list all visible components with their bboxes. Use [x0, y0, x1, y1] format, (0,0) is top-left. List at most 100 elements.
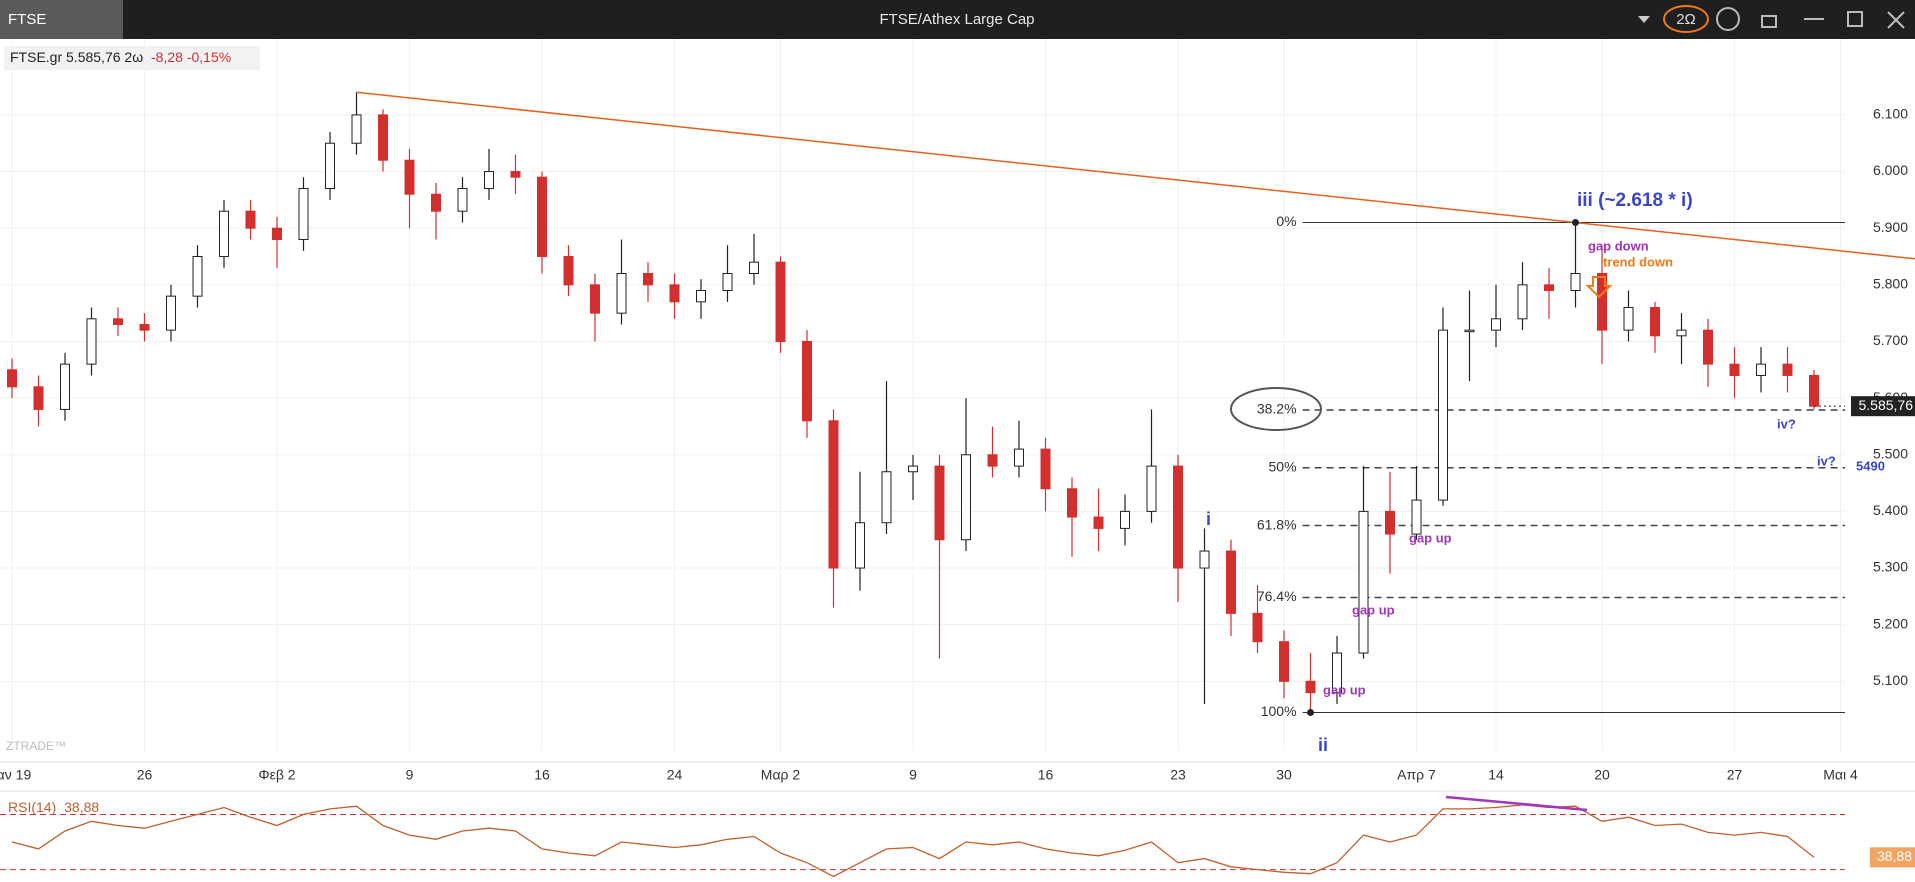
annotation: gap down: [1588, 238, 1649, 253]
x-tick-label: Ιαν 19: [0, 767, 31, 783]
quote-icon[interactable]: [1716, 7, 1740, 31]
tab-label[interactable]: FTSE: [8, 11, 46, 28]
candle-body: [881, 471, 892, 524]
candle-body: [1040, 448, 1051, 490]
candle-body: [457, 188, 468, 212]
candle-body: [351, 114, 362, 144]
x-tick-label: 24: [667, 767, 683, 783]
last-price-badge: [1851, 396, 1915, 417]
x-tick-label: Απρ 7: [1397, 767, 1436, 783]
candle-body: [1756, 363, 1766, 376]
candle-body: [325, 142, 335, 190]
candle-body: [1120, 510, 1130, 529]
x-tick-label: 16: [534, 767, 550, 783]
rsi-line: [11, 804, 1815, 878]
x-tick-label: 23: [1170, 767, 1186, 783]
wave-label: iii (~2.618 * i): [1577, 190, 1693, 211]
x-tick-label: 9: [909, 767, 917, 783]
y-tick-label: 6.100: [1873, 106, 1908, 122]
candle-body: [298, 188, 309, 241]
fib-label: 38.2%: [1257, 401, 1297, 417]
candle-body: [192, 256, 203, 297]
restore-icon[interactable]: [1847, 11, 1863, 27]
legend-symbol: FTSE.gr 5.585,76 2ω -8,28 -0,15%: [10, 49, 231, 65]
candle-body: [1782, 363, 1793, 376]
y-tick-label: 6.000: [1873, 162, 1908, 178]
rsi-label: RSI(14) 38,88: [8, 799, 99, 815]
y-tick-label: 5.900: [1873, 219, 1908, 235]
wave-label: iv?: [1817, 453, 1836, 468]
fib-label: 61.8%: [1257, 516, 1297, 532]
candle-body: [1464, 329, 1475, 333]
candle-body: [1199, 550, 1210, 569]
target-label: 5490: [1856, 458, 1885, 473]
candle-body: [1093, 516, 1104, 529]
candle-body: [537, 176, 547, 258]
arrow: [1585, 276, 1613, 299]
y-tick-label: 5.800: [1873, 276, 1908, 292]
candle-body: [669, 284, 680, 303]
divergence-line: [1445, 795, 1588, 812]
candle-body: [1305, 680, 1316, 694]
candle-body: [987, 454, 998, 467]
watermark: ZTRADE™: [6, 739, 66, 753]
rsi-value: 38,88: [64, 799, 99, 815]
pivot-dot: [1307, 708, 1314, 716]
tab[interactable]: [0, 0, 123, 39]
x-tick-label: Φεβ 2: [258, 767, 295, 783]
y-tick-label: 5.700: [1873, 332, 1908, 348]
candle-body: [1544, 284, 1554, 291]
close-icon[interactable]: [1887, 11, 1905, 29]
legend: [4, 46, 260, 70]
x-tick-label: Μαρ 2: [761, 767, 801, 783]
candle-body: [1252, 612, 1263, 643]
lock-icon[interactable]: [1761, 15, 1777, 28]
candle-body: [431, 193, 441, 212]
candle-body: [1411, 499, 1422, 535]
candle-body: [1570, 273, 1581, 291]
x-tick-label: 27: [1727, 767, 1743, 783]
trendline: [356, 91, 1915, 260]
candle-body: [696, 289, 706, 303]
candle-body: [563, 256, 574, 286]
candle-body: [60, 363, 70, 410]
candle-body: [1358, 510, 1369, 654]
candle-body: [166, 295, 176, 331]
candle-body: [404, 159, 415, 195]
x-tick-label: 14: [1488, 767, 1504, 783]
pivot-dot: [1572, 219, 1579, 227]
candle-body: [1173, 465, 1183, 569]
x-tick-label: 16: [1038, 767, 1054, 783]
candle-body: [961, 454, 971, 541]
legend-last: 5.585,76: [66, 49, 121, 65]
fib-label: 50%: [1269, 458, 1297, 474]
last-price-label: 5.585,76: [1859, 397, 1914, 413]
candle-body: [802, 340, 812, 422]
legend-change: -8,28 -0,15%: [151, 49, 231, 65]
x-tick-label: 30: [1276, 767, 1292, 783]
x-tick-label: Μαι 4: [1823, 767, 1858, 783]
x-tick-label: 9: [406, 767, 414, 783]
candle-body: [1676, 329, 1687, 337]
candle-body: [378, 114, 388, 161]
candle-body: [139, 323, 150, 331]
candle-body: [1332, 652, 1342, 694]
chart-title: FTSE/Athex Large Cap: [879, 11, 1034, 28]
candle-body: [1517, 284, 1528, 320]
y-tick-label: 5.500: [1873, 445, 1908, 461]
candle-body: [510, 171, 521, 178]
candle-body: [484, 171, 494, 190]
candle-body: [1623, 306, 1634, 331]
legend-interval: 2ω: [124, 49, 143, 65]
badge[interactable]: 2Ω: [1676, 11, 1696, 28]
fib-label: 76.4%: [1257, 588, 1297, 604]
candle-body: [616, 273, 627, 314]
candle-body: [219, 210, 229, 258]
x-tick-label: 26: [137, 767, 153, 783]
candle-body: [722, 273, 733, 291]
candle-body: [1597, 273, 1607, 331]
candle-body: [1438, 329, 1448, 501]
fib-label: 0%: [1276, 213, 1296, 229]
dropdown-icon[interactable]: [1638, 16, 1650, 23]
